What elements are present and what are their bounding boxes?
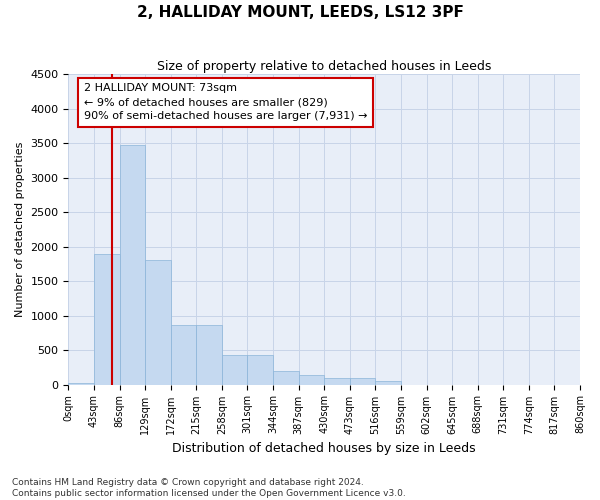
- Text: 2 HALLIDAY MOUNT: 73sqm
← 9% of detached houses are smaller (829)
90% of semi-de: 2 HALLIDAY MOUNT: 73sqm ← 9% of detached…: [84, 84, 367, 122]
- X-axis label: Distribution of detached houses by size in Leeds: Distribution of detached houses by size …: [172, 442, 476, 455]
- Bar: [376, 381, 401, 384]
- Bar: [222, 355, 247, 384]
- Bar: [119, 144, 145, 384]
- Text: 2, HALLIDAY MOUNT, LEEDS, LS12 3PF: 2, HALLIDAY MOUNT, LEEDS, LS12 3PF: [137, 5, 463, 20]
- Bar: [299, 375, 324, 384]
- Bar: [350, 378, 376, 384]
- Bar: [145, 260, 171, 384]
- Text: Contains HM Land Registry data © Crown copyright and database right 2024.
Contai: Contains HM Land Registry data © Crown c…: [12, 478, 406, 498]
- Bar: [247, 355, 273, 384]
- Bar: [171, 324, 196, 384]
- Bar: [94, 254, 119, 384]
- Bar: [68, 383, 94, 384]
- Y-axis label: Number of detached properties: Number of detached properties: [15, 142, 25, 317]
- Bar: [324, 378, 350, 384]
- Bar: [196, 324, 222, 384]
- Bar: [273, 371, 299, 384]
- Title: Size of property relative to detached houses in Leeds: Size of property relative to detached ho…: [157, 60, 491, 73]
